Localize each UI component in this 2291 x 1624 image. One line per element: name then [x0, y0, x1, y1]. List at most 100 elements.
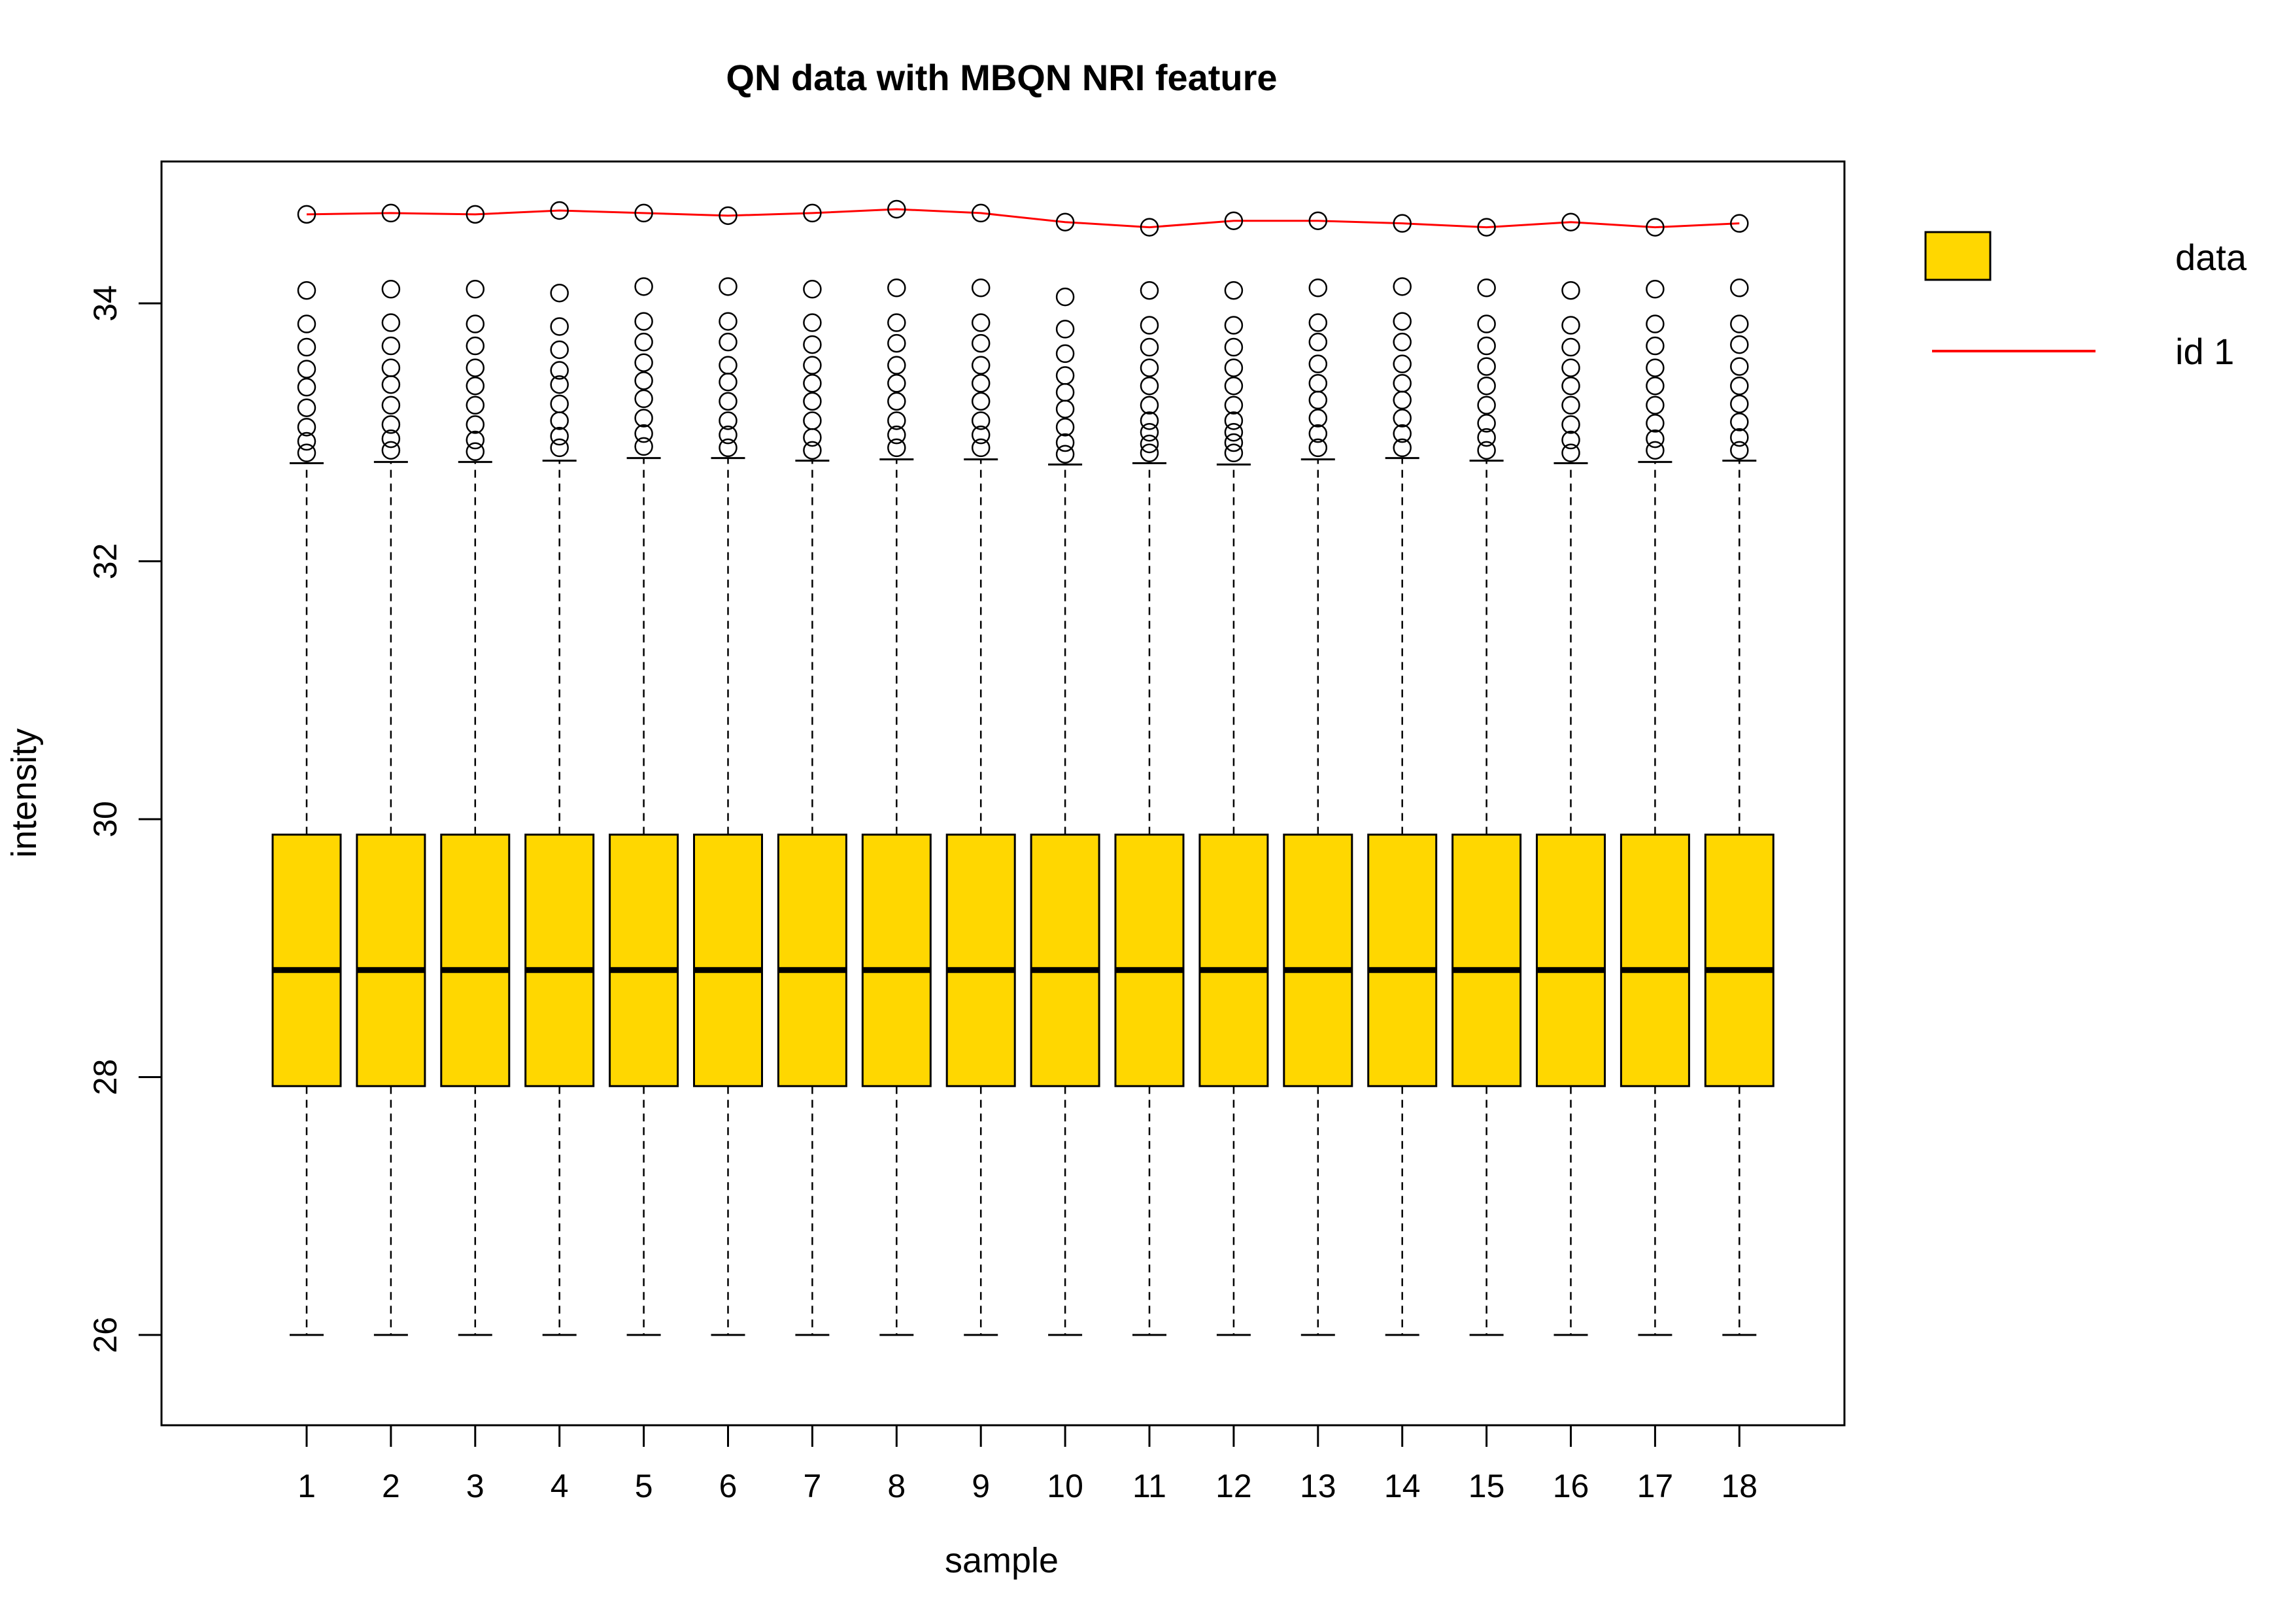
outlier-point: [803, 356, 822, 375]
x-tick-label: 13: [1300, 1468, 1336, 1504]
outlier-point: [1055, 418, 1075, 437]
outlier-point: [1393, 277, 1412, 296]
x-tick-label: 8: [887, 1468, 906, 1504]
outlier-point: [1140, 443, 1159, 463]
outlier-point: [719, 356, 738, 375]
outlier-point: [381, 358, 401, 377]
outlier-point: [1224, 443, 1244, 463]
series-point-id-1: [550, 201, 569, 220]
outlier-point: [297, 360, 316, 379]
outlier-point: [1646, 441, 1665, 460]
legend-data-label: data: [2175, 237, 2247, 278]
outlier-point: [550, 375, 569, 394]
outlier-point: [1055, 445, 1075, 464]
outlier-point: [297, 337, 316, 357]
outlier-point: [719, 332, 738, 352]
box: [356, 834, 426, 1087]
outlier-point: [1140, 396, 1159, 415]
x-tick-label: 4: [551, 1468, 569, 1504]
outlier-point: [634, 312, 653, 331]
outlier-point: [297, 398, 316, 417]
outlier-point: [381, 441, 401, 460]
outlier-point: [971, 438, 991, 458]
outlier-point: [971, 279, 991, 297]
outlier-point: [1140, 411, 1159, 430]
x-tick-label: 9: [972, 1468, 990, 1504]
y-tick-label: 26: [87, 1317, 124, 1353]
outlier-point: [1224, 396, 1244, 415]
outlier-point: [381, 280, 401, 299]
outlier-point: [803, 374, 822, 393]
outlier-point: [803, 335, 822, 354]
outlier-point: [1393, 424, 1412, 443]
x-tick-label: 2: [382, 1468, 400, 1504]
outlier-point: [1308, 374, 1328, 393]
series-point-id-1: [297, 205, 316, 224]
outlier-point: [381, 429, 401, 448]
outlier-point: [719, 392, 738, 411]
outlier-point: [1646, 429, 1665, 448]
outlier-point: [381, 313, 401, 332]
x-tick-label: 5: [635, 1468, 653, 1504]
outlier-point: [1055, 344, 1075, 364]
outlier-point: [719, 438, 738, 458]
outlier-point: [1477, 414, 1496, 433]
outlier-point: [1393, 354, 1412, 373]
series-point-id-1: [719, 206, 738, 226]
outlier-point: [1308, 354, 1328, 373]
outlier-point: [297, 280, 316, 300]
outlier-point: [1646, 358, 1665, 377]
outlier-point: [1224, 280, 1244, 300]
outlier-point: [1561, 316, 1580, 335]
series-point-id-1: [1393, 214, 1412, 233]
x-tick-label: 1: [297, 1468, 316, 1504]
outlier-point: [550, 340, 569, 360]
outlier-point: [1224, 433, 1244, 452]
outlier-point: [971, 392, 991, 411]
box: [1367, 834, 1438, 1087]
outlier-point: [887, 425, 906, 445]
legend: data id 1: [1924, 231, 2247, 372]
outlier-point: [1561, 280, 1580, 300]
outlier-point: [1477, 396, 1496, 415]
series-point-id-1: [466, 205, 485, 224]
outlier-point: [634, 437, 653, 456]
outlier-point: [466, 376, 485, 396]
series-point-id-1: [1730, 214, 1749, 233]
outlier-point: [719, 277, 738, 296]
outlier-point: [550, 283, 569, 303]
outlier-point: [550, 394, 569, 414]
outlier-point: [550, 438, 569, 458]
outlier-point: [1393, 374, 1412, 393]
series-point-id-1: [381, 203, 401, 223]
outlier-point: [1224, 358, 1244, 377]
outlier-point: [297, 443, 316, 463]
outlier-point: [1055, 287, 1075, 307]
outlier-point: [1393, 438, 1412, 458]
outlier-point: [1055, 366, 1075, 385]
outlier-point: [381, 415, 401, 434]
outlier-point: [1730, 376, 1749, 396]
series-point-id-1: [1308, 211, 1328, 230]
box: [1536, 834, 1606, 1087]
outlier-point: [1308, 424, 1328, 443]
x-axis-label: sample: [945, 1541, 1059, 1580]
x-tick-label: 6: [719, 1468, 738, 1504]
box: [524, 834, 595, 1087]
outlier-point: [1646, 414, 1665, 433]
outlier-point: [1477, 279, 1496, 297]
outlier-point: [1561, 376, 1580, 396]
outlier-point: [971, 333, 991, 353]
outlier-point: [550, 317, 569, 336]
outlier-point: [1561, 358, 1580, 377]
outlier-point: [1393, 409, 1412, 428]
outlier-point: [1730, 394, 1749, 414]
series-point-id-1: [887, 199, 906, 219]
outlier-point: [887, 333, 906, 353]
outlier-point: [634, 371, 653, 390]
outlier-point: [1561, 396, 1580, 415]
outlier-point: [887, 356, 906, 375]
outlier-point: [803, 392, 822, 411]
